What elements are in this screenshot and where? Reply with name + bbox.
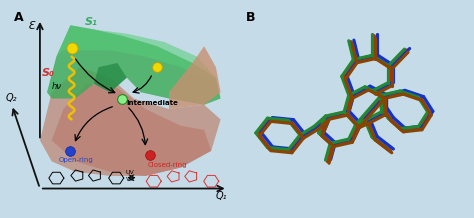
- Text: Q₂: Q₂: [6, 93, 18, 103]
- Polygon shape: [94, 63, 127, 92]
- Polygon shape: [169, 46, 220, 109]
- Text: Intermediate: Intermediate: [127, 100, 179, 106]
- Text: hν: hν: [52, 82, 62, 91]
- Text: S₁: S₁: [84, 17, 97, 27]
- Polygon shape: [56, 25, 216, 78]
- Text: B: B: [246, 11, 256, 24]
- Text: S₀: S₀: [42, 68, 55, 78]
- Text: Q₁: Q₁: [216, 191, 228, 201]
- Text: UV: UV: [126, 170, 134, 175]
- Polygon shape: [47, 25, 220, 105]
- Text: Ɛ: Ɛ: [28, 22, 35, 31]
- Polygon shape: [40, 67, 220, 176]
- Text: Vis: Vis: [126, 177, 135, 182]
- Text: Closed-ring: Closed-ring: [148, 162, 187, 168]
- Text: A: A: [14, 11, 24, 24]
- Polygon shape: [52, 84, 211, 176]
- Text: Open-ring: Open-ring: [59, 157, 93, 163]
